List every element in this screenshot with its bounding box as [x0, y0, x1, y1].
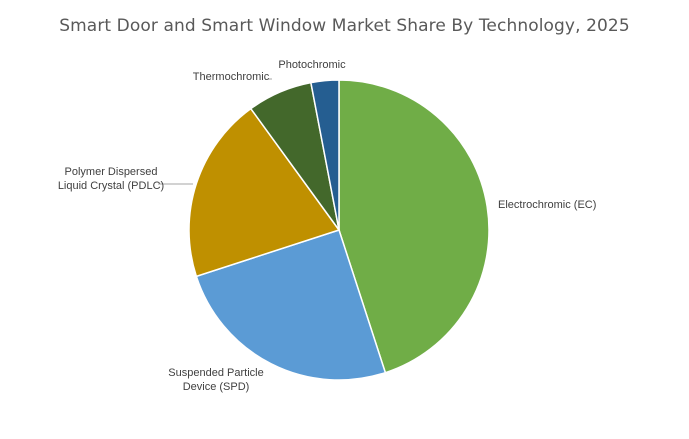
data-label-photochromic: Photochromic	[278, 59, 346, 71]
data-label-thermochromic: Thermochromic	[193, 71, 270, 83]
pie-slice-photochromic	[310, 79, 340, 231]
data-label-polymer-dispersed-liquid-crystal-pdlc: Polymer Dispersed Liquid Crystal (PDLC)	[58, 166, 164, 192]
chart-title: Smart Door and Smart Window Market Share…	[59, 16, 630, 36]
pie-slice-electrochromic-ec	[338, 79, 490, 374]
data-label-electrochromic-ec: Electrochromic (EC)	[498, 199, 596, 211]
pie-slice-polymer-dispersed-liquid-crystal-pdlc	[188, 107, 341, 278]
pie-slice-suspended-particle-device-spd	[195, 229, 387, 381]
data-label-suspended-particle-device-spd: Suspended Particle Device (SPD)	[168, 367, 263, 393]
